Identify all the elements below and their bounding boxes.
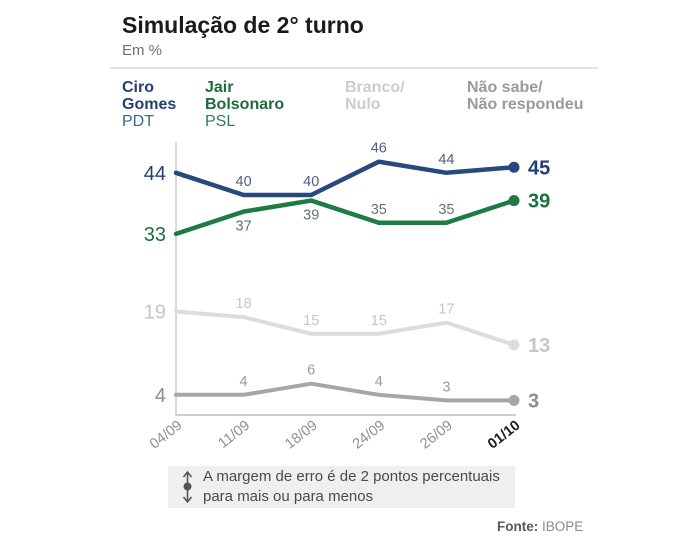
legend-party-label: PDT bbox=[122, 113, 154, 130]
legend-item-ciro-gomes: Ciro Gomes PDT bbox=[122, 79, 176, 130]
legend-item-branco-nulo: Branco/ Nulo bbox=[345, 79, 405, 113]
legend-name-line: Não sabe/ bbox=[467, 79, 543, 96]
margin-of-error-note: A margem de erro é de 2 pontos percentua… bbox=[168, 466, 515, 508]
series-0-value-label: 40 bbox=[303, 174, 319, 190]
series-2-value-label: 15 bbox=[371, 313, 387, 329]
series-0-value-label: 44 bbox=[438, 152, 454, 168]
legend-item-jair-bolsonaro: Jair Bolsonaro PSL bbox=[205, 79, 284, 130]
chart-unit-subtitle: Em % bbox=[122, 42, 163, 59]
footnote-text: A margem de erro é de 2 pontos percentua… bbox=[203, 467, 500, 507]
series-1-value-label: 35 bbox=[438, 202, 454, 218]
legend-party-label: PSL bbox=[205, 113, 236, 130]
page-title: Simulação de 2° turno bbox=[122, 12, 364, 38]
series-3-value-label: 3 bbox=[442, 379, 450, 395]
x-tick-label-1: 11/09 bbox=[215, 418, 253, 452]
footnote-line-1: A margem de erro é de 2 pontos percentua… bbox=[203, 468, 500, 485]
series-3-value-label: 4 bbox=[240, 374, 248, 390]
series-0-start-label: 44 bbox=[144, 163, 166, 185]
series-1-end-label: 39 bbox=[528, 191, 550, 213]
series-2-end-dot bbox=[508, 339, 520, 351]
series-3-start-label: 4 bbox=[155, 385, 166, 407]
series-2-end-label: 13 bbox=[528, 335, 550, 357]
series-1-value-label: 37 bbox=[236, 219, 252, 235]
error-margin-arrow-icon bbox=[182, 470, 193, 504]
series-line-2 bbox=[174, 309, 516, 347]
series-1-value-label: 35 bbox=[371, 202, 387, 218]
series-3-end-label: 3 bbox=[528, 390, 539, 412]
series-3-value-label: 6 bbox=[307, 363, 315, 379]
legend-name-line: Jair bbox=[205, 79, 234, 96]
series-0-value-label: 46 bbox=[371, 141, 387, 157]
source-value: IBOPE bbox=[542, 519, 584, 534]
legend-name-line: Nulo bbox=[345, 96, 381, 113]
series-1-end-dot bbox=[508, 195, 520, 207]
series-line-0 bbox=[173, 159, 517, 198]
source-label: Fonte: bbox=[497, 519, 539, 534]
series-2-start-label: 19 bbox=[144, 302, 166, 324]
x-tick-label-2: 18/09 bbox=[282, 418, 320, 453]
legend-name-line: Gomes bbox=[122, 96, 177, 113]
source-credit: Fonte: IBOPE bbox=[497, 519, 583, 534]
x-tick-label-4: 26/09 bbox=[417, 418, 455, 453]
series-0-end-dot bbox=[508, 161, 520, 173]
series-line-3 bbox=[174, 381, 516, 403]
footnote-line-2: para mais ou para menos bbox=[203, 488, 374, 505]
legend-name-line: Ciro bbox=[122, 79, 154, 96]
series-3-value-label: 4 bbox=[375, 374, 383, 390]
legend-item-nao-sabe: Não sabe/ Não respondeu bbox=[467, 79, 583, 113]
series-2-value-label: 17 bbox=[438, 302, 454, 318]
series-3-end-dot bbox=[508, 394, 520, 406]
series-0-end-label: 45 bbox=[528, 157, 550, 179]
legend-name-line: Branco/ bbox=[345, 79, 405, 96]
series-2-value-label: 18 bbox=[236, 296, 252, 312]
legend-name-line: Não respondeu bbox=[467, 96, 584, 113]
series-line-1 bbox=[173, 198, 517, 237]
series-1-start-label: 33 bbox=[144, 224, 166, 246]
series-0-value-label: 40 bbox=[236, 174, 252, 190]
series-1-value-label: 39 bbox=[303, 208, 319, 224]
x-tick-label-5: 01/10 bbox=[485, 418, 523, 453]
x-tick-label-0: 04/09 bbox=[147, 418, 185, 453]
header-divider bbox=[110, 67, 598, 69]
legend-name-line: Bolsonaro bbox=[205, 96, 285, 113]
x-tick-label-3: 24/09 bbox=[350, 418, 388, 453]
series-2-value-label: 15 bbox=[303, 313, 319, 329]
